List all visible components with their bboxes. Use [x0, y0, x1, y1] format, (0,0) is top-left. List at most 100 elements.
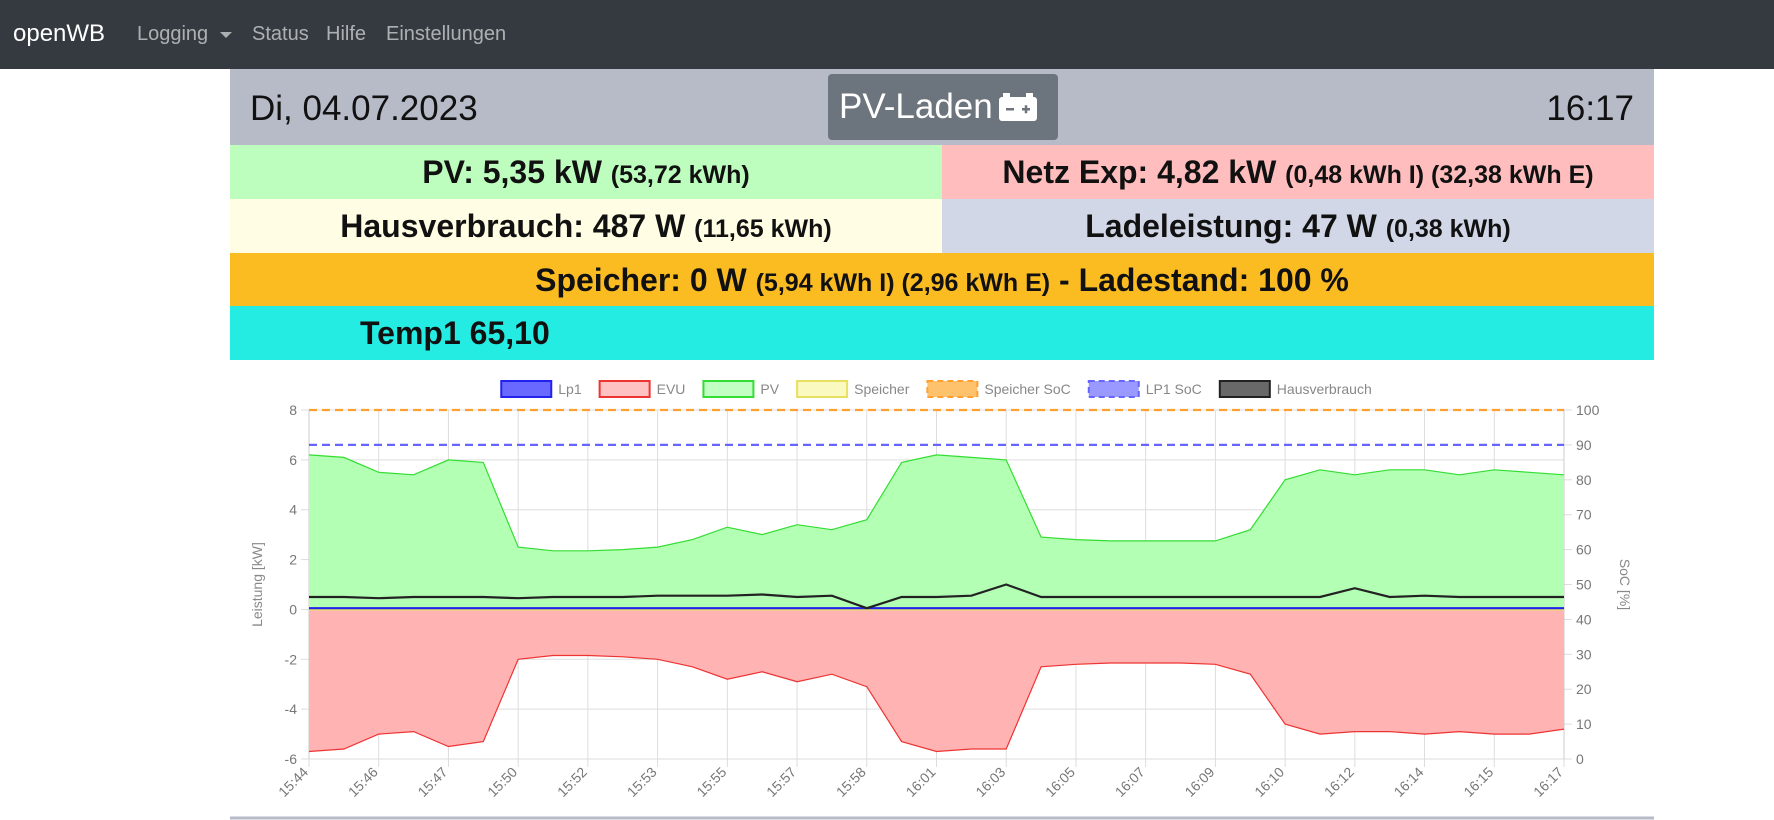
y2-tick-label: 70 [1576, 507, 1592, 523]
legend-label: LP1 SoC [1146, 381, 1202, 397]
y-tick-label: -6 [285, 751, 298, 767]
x-tick-label: 15:52 [554, 764, 590, 800]
x-tick-label: 16:03 [972, 764, 1008, 800]
speicher-cell: Speicher: 0 W (5,94 kWh I) (2,96 kWh E) … [230, 253, 1654, 307]
y2-tick-label: 90 [1576, 437, 1592, 453]
x-tick-label: 16:12 [1321, 764, 1357, 800]
nav-hilfe[interactable]: Hilfe [326, 23, 367, 45]
area [309, 609, 1564, 752]
x-tick-label: 16:09 [1181, 764, 1217, 800]
legend-label: Speicher [854, 381, 910, 397]
y-tick-label: 6 [289, 452, 297, 468]
nav-logging[interactable]: Logging [137, 23, 209, 45]
y2-tick-label: 100 [1576, 402, 1600, 418]
legend-item[interactable]: Hausverbrauch [1218, 380, 1372, 398]
nav-einstellungen[interactable]: Einstellungen [386, 23, 507, 45]
legend-swatch [926, 380, 979, 398]
navbar: openWB Logging Status Hilfe Einstellunge… [0, 0, 1774, 69]
pv-cell: PV: 5,35 kW (53,72 kWh) [230, 145, 942, 199]
netz-cell: Netz Exp: 4,82 kW (0,48 kWh I) (32,38 kW… [942, 145, 1654, 199]
legend-item[interactable]: Lp1 [500, 380, 582, 398]
haus-detail: (11,65 kWh) [694, 215, 832, 243]
legend-label: Lp1 [558, 381, 582, 397]
netz-detail: (0,48 kWh I) (32,38 kWh E) [1285, 161, 1594, 189]
pv-value: PV: 5,35 kW [422, 154, 602, 190]
netz-value: Netz Exp: 4,82 kW [1002, 154, 1277, 190]
legend-label: PV [760, 381, 779, 397]
speicher-value: Speicher: 0 W [535, 262, 747, 298]
x-tick-label: 15:47 [414, 764, 450, 800]
legend-item[interactable]: Speicher SoC [926, 380, 1071, 398]
x-tick-label: 16:05 [1042, 764, 1078, 800]
x-tick-label: 16:07 [1112, 764, 1148, 800]
y-tick-label: 8 [289, 402, 297, 418]
legend-label: Hausverbrauch [1277, 381, 1372, 397]
legend-item[interactable]: PV [702, 380, 780, 398]
y2-tick-label: 50 [1576, 577, 1592, 593]
area [309, 454, 1564, 610]
x-tick-label: 16:10 [1251, 764, 1287, 800]
legend-swatch [1087, 380, 1140, 398]
x-tick-label: 15:53 [624, 764, 660, 800]
y-tick-label: -2 [285, 651, 298, 667]
y2-axis-title: SoC [%] [1617, 559, 1633, 610]
legend-label: Speicher SoC [984, 381, 1070, 397]
line [309, 583, 1564, 610]
header: Di, 04.07.2023 PV-Laden 16:17 [230, 69, 1654, 145]
x-tick-label: 15:50 [484, 764, 520, 800]
y-tick-label: 0 [289, 601, 297, 617]
y2-tick-label: 10 [1576, 716, 1592, 732]
x-tick-label: 16:14 [1391, 764, 1427, 800]
y-tick-label: -4 [285, 701, 298, 717]
mode-label: PV-Laden [839, 87, 993, 126]
dropdown-caret [220, 32, 232, 38]
y2-tick-label: 60 [1576, 542, 1592, 558]
x-tick-label: 15:58 [833, 764, 869, 800]
y2-tick-label: 40 [1576, 611, 1592, 627]
legend-swatch [1218, 380, 1271, 398]
nav-status[interactable]: Status [252, 23, 309, 45]
y-tick-label: 4 [289, 502, 297, 518]
line [308, 454, 1565, 552]
x-tick-label: 16:17 [1530, 764, 1566, 800]
legend-swatch [702, 380, 755, 398]
line [308, 654, 1565, 753]
haus-value: Hausverbrauch: 487 W [340, 208, 686, 244]
y2-tick-label: 20 [1576, 681, 1592, 697]
temp-value: Temp1 65,10 [360, 315, 550, 351]
brand[interactable]: openWB [13, 20, 106, 47]
y-tick-label: 2 [289, 552, 297, 568]
legend-item[interactable]: EVU [598, 380, 686, 398]
x-tick-label: 15:44 [275, 764, 311, 800]
time: 16:17 [1546, 89, 1634, 128]
speicher-soc: - Ladestand: 100 % [1059, 262, 1349, 298]
legend-swatch [598, 380, 651, 398]
y2-tick-label: 30 [1576, 646, 1592, 662]
lade-value: Ladeleistung: 47 W [1085, 208, 1377, 244]
date: Di, 04.07.2023 [250, 89, 478, 128]
legend-item[interactable]: LP1 SoC [1087, 380, 1202, 398]
legend: Lp1 EVU PV Speicher Speicher SoC LP1 SoC Hausv… [500, 380, 1372, 398]
haus-cell: Hausverbrauch: 487 W (11,65 kWh) [230, 199, 942, 253]
legend-swatch [796, 380, 849, 398]
x-tick-label: 15:57 [763, 764, 799, 800]
mode-button[interactable]: PV-Laden [828, 74, 1058, 140]
x-tick-label: 16:01 [903, 764, 939, 800]
legend-label: EVU [657, 381, 686, 397]
y2-tick-label: 80 [1576, 472, 1592, 488]
battery-icon [999, 93, 1037, 121]
pv-detail: (53,72 kWh) [610, 161, 750, 189]
legend-item[interactable]: Speicher [796, 380, 910, 398]
legend-swatch [500, 380, 553, 398]
y2-tick-label: 0 [1576, 751, 1584, 767]
y-axis-title: Leistung [kW] [249, 542, 265, 627]
speicher-detail: (5,94 kWh I) (2,96 kWh E) [755, 269, 1051, 297]
x-tick-label: 15:46 [345, 764, 381, 800]
lade-cell: Ladeleistung: 47 W (0,38 kWh) [942, 199, 1654, 253]
x-tick-label: 15:55 [693, 764, 729, 800]
x-tick-label: 16:15 [1460, 764, 1496, 800]
temp-cell: Temp1 65,10 [230, 306, 1654, 360]
lade-detail: (0,38 kWh) [1385, 215, 1511, 243]
